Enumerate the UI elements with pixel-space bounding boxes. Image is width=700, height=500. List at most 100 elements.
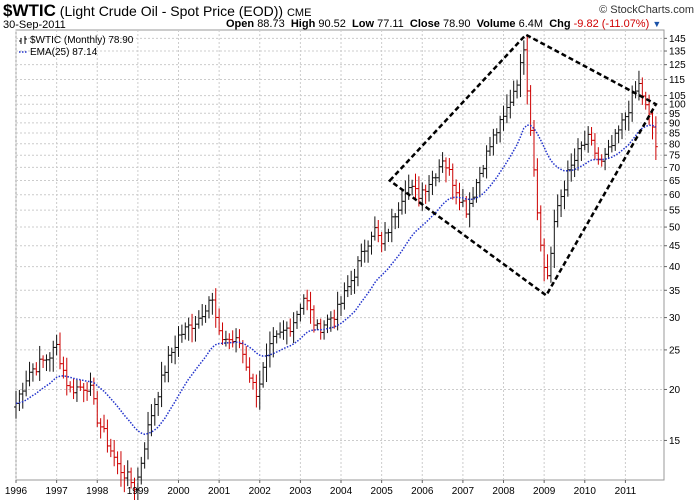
price-bar xyxy=(437,159,442,183)
x-axis: 1996 1997 1998 1999 2000 2001 2002 2003 2004 2005… xyxy=(5,480,637,497)
legend-price-icon xyxy=(19,36,27,44)
volume-value: 6.4M xyxy=(518,18,544,30)
x-tick-label: 2011 xyxy=(615,486,637,497)
y-tick-label: 125 xyxy=(669,60,686,71)
price-bar xyxy=(186,317,191,341)
price-bar xyxy=(264,343,269,383)
legend-price: $WTIC (Monthly) 78.90 xyxy=(30,35,134,46)
legend: $WTIC (Monthly) 78.90 EMA(25) 87.14 xyxy=(19,35,134,58)
price-bar xyxy=(559,189,564,218)
x-tick-label: 2009 xyxy=(533,486,556,497)
price-bar xyxy=(572,148,577,178)
price-bar xyxy=(250,373,255,390)
price-bar xyxy=(54,334,59,356)
price-bar xyxy=(227,333,232,350)
price-bar xyxy=(102,414,107,433)
y-tick-label: 65 xyxy=(669,176,681,187)
price-bar xyxy=(220,322,225,345)
price-bar xyxy=(386,228,391,242)
price-bar xyxy=(152,398,157,426)
price-bar xyxy=(71,378,76,400)
price-bar xyxy=(81,383,86,403)
price-bar xyxy=(30,363,35,382)
price-bar xyxy=(74,379,79,402)
price-bar xyxy=(311,305,316,333)
price-bar xyxy=(200,304,205,326)
price-bar xyxy=(125,460,130,487)
price-bar xyxy=(484,145,489,179)
price-bar xyxy=(515,80,520,99)
price-bar xyxy=(291,312,296,343)
price-bar xyxy=(596,147,601,165)
price-bar xyxy=(305,289,310,311)
y-tick-label: 75 xyxy=(669,151,681,162)
price-bar xyxy=(95,391,100,427)
price-bar xyxy=(230,330,235,348)
y-tick-label: 80 xyxy=(669,139,681,150)
price-bar xyxy=(501,105,506,131)
chevron-down-icon[interactable]: ▼ xyxy=(652,19,662,29)
price-bar xyxy=(582,130,587,151)
price-bar xyxy=(548,246,553,283)
price-bar xyxy=(443,157,448,183)
price-bar xyxy=(20,382,25,409)
price-bar xyxy=(274,330,279,344)
price-bar xyxy=(623,112,628,131)
price-bar xyxy=(555,194,560,228)
price-bar xyxy=(372,216,377,241)
price-bar xyxy=(366,240,371,263)
price-bar xyxy=(108,438,113,458)
price-bar xyxy=(308,291,313,324)
chart-title: $WTIC (Light Crude Oil - Spot Price (EOD… xyxy=(3,1,311,21)
price-bar xyxy=(278,322,283,339)
price-bar xyxy=(491,128,496,156)
y-tick-label: 35 xyxy=(669,286,681,297)
price-bar xyxy=(403,180,408,214)
x-tick-label: 1998 xyxy=(86,486,109,497)
price-bar xyxy=(112,439,117,467)
price-bar xyxy=(115,451,120,475)
price-bar xyxy=(210,292,215,315)
price-bar xyxy=(450,163,455,200)
price-bar xyxy=(34,362,39,376)
price-bar xyxy=(518,53,523,98)
open-value: 88.73 xyxy=(257,18,285,30)
y-tick-label: 45 xyxy=(669,241,681,252)
price-bar xyxy=(552,209,557,268)
price-bar xyxy=(376,220,381,243)
price-bar xyxy=(315,319,320,331)
price-bar xyxy=(179,324,184,343)
price-bar xyxy=(399,189,404,215)
price-bar xyxy=(616,125,621,144)
exchange: CME xyxy=(286,7,312,19)
y-tick-label: 15 xyxy=(669,436,681,447)
price-bar xyxy=(477,166,482,198)
price-bar xyxy=(24,370,29,397)
price-bar xyxy=(213,288,218,328)
price-bar xyxy=(396,202,401,229)
price-bar xyxy=(37,345,42,381)
change-value: -9.82 (-11.07%) xyxy=(573,18,650,30)
price-bar xyxy=(88,372,93,396)
price-bar xyxy=(454,179,459,205)
price-bar xyxy=(420,182,425,211)
price-bar xyxy=(413,173,418,200)
plot-frame xyxy=(15,29,665,481)
y-tick-label: 100 xyxy=(669,100,686,111)
x-tick-label: 2005 xyxy=(371,486,394,497)
price-bar xyxy=(284,321,289,345)
price-bar xyxy=(599,154,604,167)
price-bar xyxy=(379,232,384,253)
y-tick-label: 85 xyxy=(669,129,681,140)
price-bar xyxy=(193,316,198,342)
x-tick-label: 2006 xyxy=(411,486,434,497)
price-bar xyxy=(234,328,239,353)
y-axis: 15 20 25 30 35 40 45 50 55 60 65 707580859095100105… xyxy=(664,34,686,447)
x-tick-label: 2010 xyxy=(574,486,597,497)
price-bar xyxy=(247,357,252,383)
price-bar xyxy=(122,465,127,493)
price-bar xyxy=(427,175,432,202)
price-bar xyxy=(51,340,56,372)
price-bar xyxy=(640,77,645,105)
